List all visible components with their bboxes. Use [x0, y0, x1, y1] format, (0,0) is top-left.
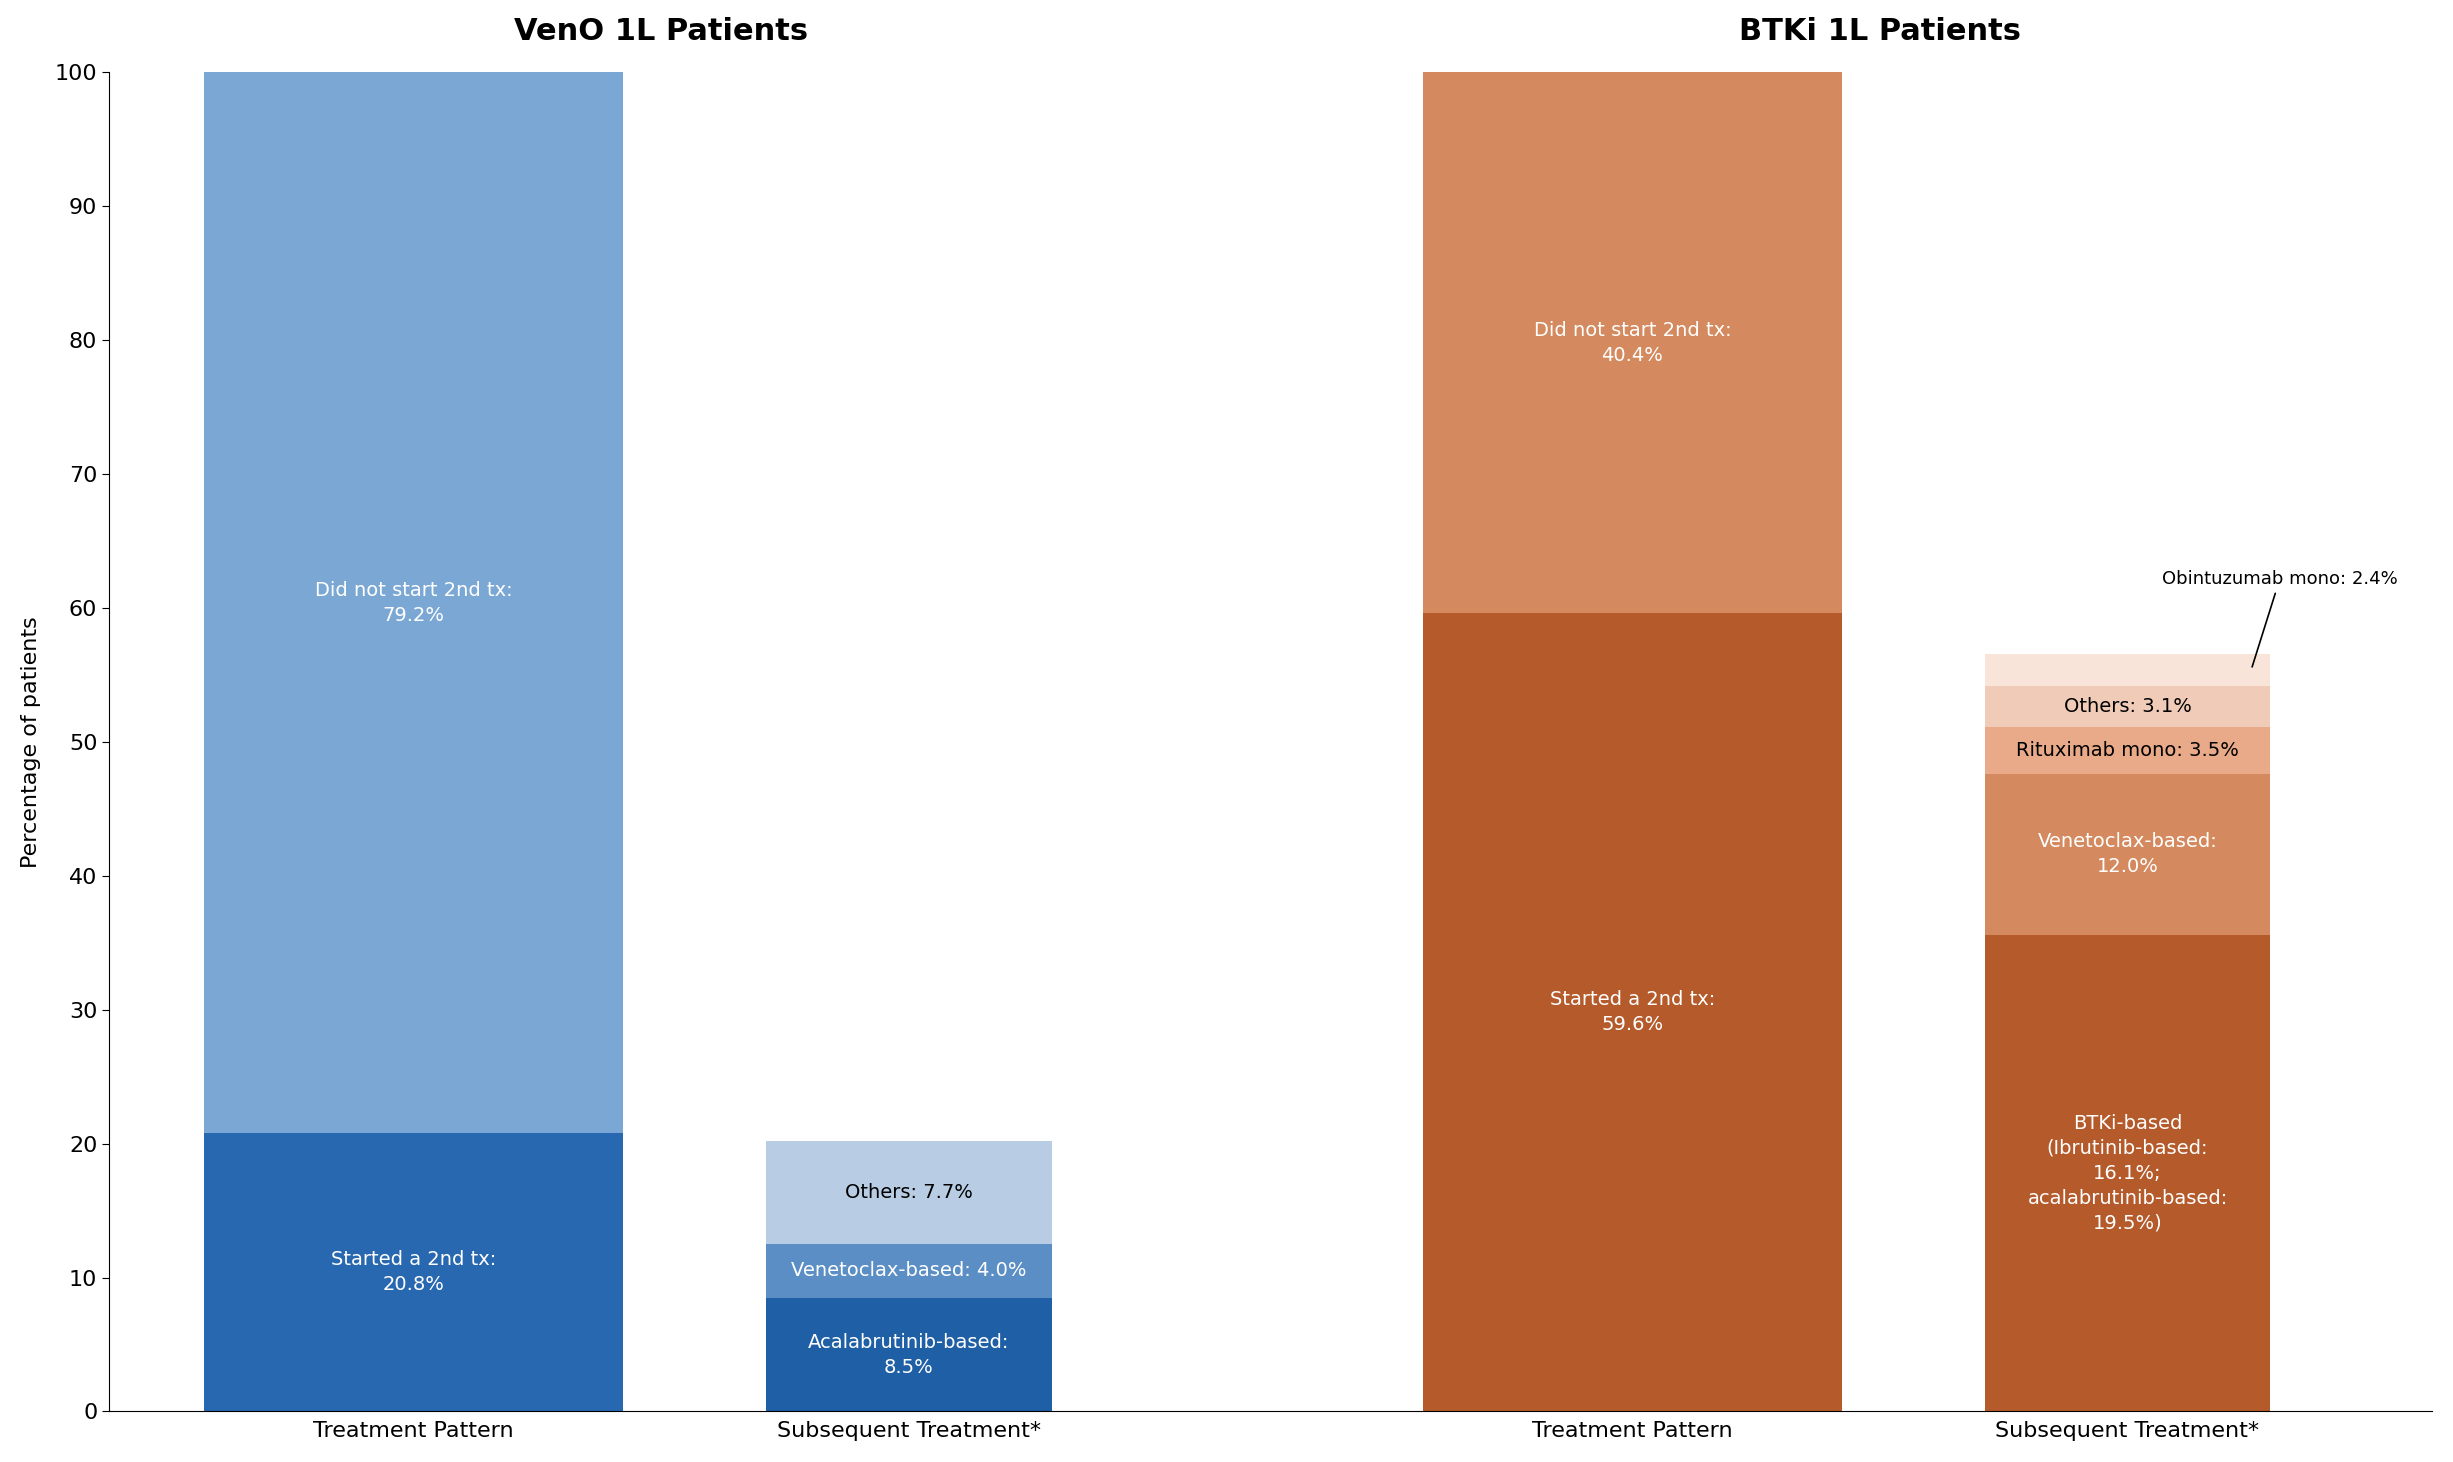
- Bar: [204, 72, 623, 1133]
- Text: BTKi 1L Patients: BTKi 1L Patients: [1739, 16, 2021, 45]
- Bar: [765, 1298, 1052, 1411]
- Bar: [1984, 773, 2271, 934]
- Bar: [1984, 934, 2271, 1411]
- Text: Venetoclax-based: 4.0%: Venetoclax-based: 4.0%: [792, 1262, 1028, 1281]
- Text: Venetoclax-based:
12.0%: Venetoclax-based: 12.0%: [2038, 832, 2218, 876]
- Text: Acalabrutinib-based:
8.5%: Acalabrutinib-based: 8.5%: [807, 1332, 1011, 1377]
- Text: Others: 3.1%: Others: 3.1%: [2063, 697, 2191, 716]
- Bar: [1984, 686, 2271, 727]
- Text: BTKi-based
(Ibrutinib-based:
16.1%;
acalabrutinib-based:
19.5%): BTKi-based (Ibrutinib-based: 16.1%; acal…: [2026, 1114, 2227, 1232]
- Text: Obintuzumab mono: 2.4%: Obintuzumab mono: 2.4%: [2161, 570, 2397, 667]
- Bar: [765, 1244, 1052, 1298]
- Text: Started a 2nd tx:
59.6%: Started a 2nd tx: 59.6%: [1550, 990, 1715, 1035]
- Bar: [1984, 727, 2271, 773]
- Bar: [1984, 654, 2271, 686]
- Bar: [1423, 614, 1842, 1411]
- Text: Started a 2nd tx:
20.8%: Started a 2nd tx: 20.8%: [331, 1250, 496, 1294]
- Bar: [1423, 72, 1842, 614]
- Text: Others: 7.7%: Others: 7.7%: [844, 1183, 974, 1202]
- Text: VenO 1L Patients: VenO 1L Patients: [515, 16, 809, 45]
- Y-axis label: Percentage of patients: Percentage of patients: [20, 616, 42, 868]
- Text: Rituximab mono: 3.5%: Rituximab mono: 3.5%: [2016, 741, 2240, 760]
- Text: Did not start 2nd tx:
40.4%: Did not start 2nd tx: 40.4%: [1533, 320, 1732, 366]
- Bar: [204, 1133, 623, 1411]
- Bar: [765, 1140, 1052, 1244]
- Text: Did not start 2nd tx:
79.2%: Did not start 2nd tx: 79.2%: [314, 580, 513, 624]
